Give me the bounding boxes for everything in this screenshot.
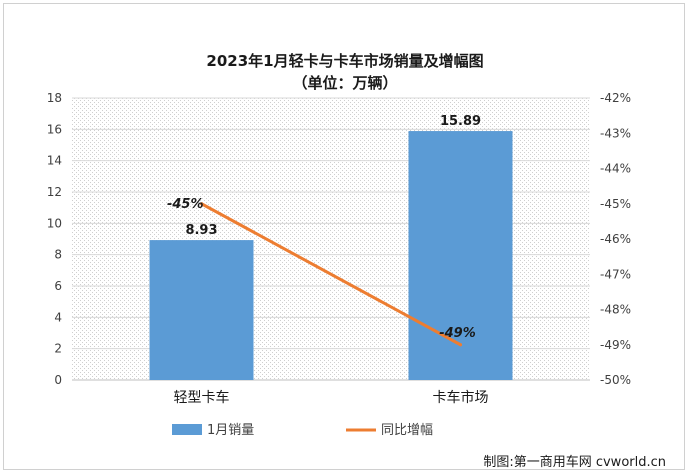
right-tick-label: -44% — [600, 162, 631, 176]
growth-line — [200, 202, 462, 347]
line-value-label: -45% — [167, 197, 204, 212]
right-tick-label: -48% — [600, 303, 631, 317]
line-series: -45% -49% — [167, 197, 476, 347]
chart-title: 2023年1月轻卡与卡车市场销量及增幅图 — [206, 52, 483, 70]
left-tick-label: 18 — [47, 91, 62, 105]
left-tick-label: 4 — [54, 310, 62, 324]
bar-series: 8.93 15.89 — [149, 114, 513, 380]
bar-1 — [408, 131, 513, 380]
line-point-1 — [459, 343, 462, 347]
category-axis: 轻型卡车 卡车市场 — [174, 389, 489, 406]
right-tick-label: -43% — [600, 126, 631, 140]
line-value-label: -49% — [439, 326, 476, 341]
left-tick-label: 6 — [54, 279, 62, 293]
left-tick-label: 8 — [54, 248, 62, 262]
left-axis: 0 2 4 6 8 10 12 14 16 18 — [47, 91, 62, 387]
legend: 1月销量 同比增幅 — [172, 423, 433, 438]
bar-value-label: 15.89 — [440, 114, 481, 129]
right-tick-label: -49% — [600, 338, 631, 352]
left-tick-label: 12 — [47, 185, 62, 199]
legend-bar-swatch — [172, 424, 202, 435]
right-axis: -50% -49% -48% -47% -46% -45% -44% -43% -42% — [600, 91, 631, 387]
bar-0 — [149, 240, 254, 380]
right-tick-label: -46% — [600, 232, 631, 246]
left-tick-label: 2 — [54, 342, 62, 356]
left-tick-label: 0 — [54, 373, 62, 387]
right-tick-label: -45% — [600, 197, 631, 211]
right-tick-label: -50% — [600, 373, 631, 387]
left-tick-label: 14 — [47, 154, 62, 168]
right-tick-label: -42% — [600, 91, 631, 105]
category-label: 轻型卡车 — [174, 389, 230, 406]
legend-line-label: 同比增幅 — [381, 423, 433, 438]
right-tick-label: -47% — [600, 267, 631, 281]
chart-subtitle: （单位：万辆） — [292, 74, 397, 92]
left-tick-label: 16 — [47, 122, 62, 136]
legend-bar-label: 1月销量 — [207, 423, 254, 438]
left-tick-label: 10 — [47, 216, 62, 230]
line-point-0 — [200, 202, 203, 206]
source-credit: 制图:第一商用车网 cvworld.cn — [483, 454, 666, 470]
category-label: 卡车市场 — [433, 389, 489, 406]
bar-value-label: 8.93 — [185, 223, 217, 238]
